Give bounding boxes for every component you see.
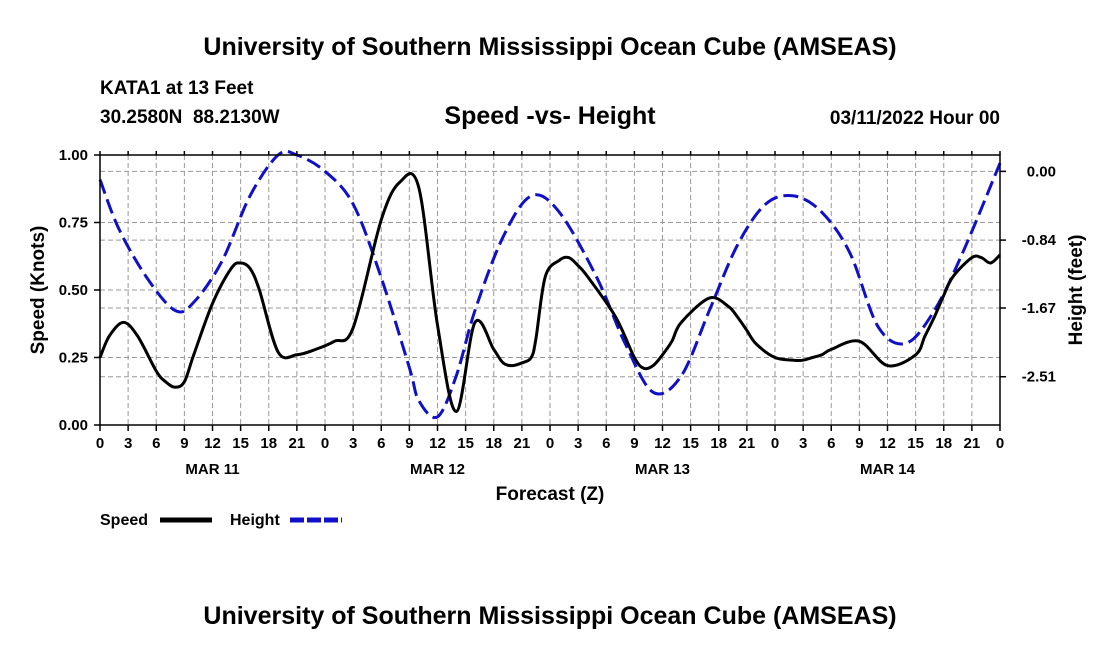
day-labels: MAR 11 MAR 12 MAR 13 MAR 14 <box>185 461 915 478</box>
y-tick-label-left: 0.50 <box>59 282 88 299</box>
x-tick-label: 21 <box>739 435 756 452</box>
x-tick-label: 21 <box>514 435 531 452</box>
x-tick-label: 18 <box>935 435 952 452</box>
x-tick-label: 9 <box>630 435 638 452</box>
y-axis-right-title: Height (feet) <box>1066 235 1087 346</box>
x-tick-label: 12 <box>429 435 446 452</box>
y-tick-label-right: 0.00 <box>1027 163 1056 180</box>
day-label: MAR 12 <box>410 461 465 478</box>
x-tick-label: 18 <box>485 435 502 452</box>
day-label: MAR 13 <box>635 461 690 478</box>
x-tick-label: 3 <box>799 435 807 452</box>
legend-speed-label: Speed <box>100 512 148 529</box>
footer-title: University of Southern Mississippi Ocean… <box>203 602 896 630</box>
x-tick-label: 6 <box>152 435 160 452</box>
y-tick-label-left: 0.75 <box>59 215 88 232</box>
x-tick-label: 0 <box>996 435 1004 452</box>
x-axis-labels: 0 3 6 9 12 15 18 21 0 3 6 9 12 15 18 21 0 3 6 9 12 15 18 21 0 3 6 9… <box>96 435 1004 452</box>
x-tick-label: 3 <box>574 435 582 452</box>
report-title: University of Southern Mississippi Ocean… <box>203 33 896 61</box>
x-tick-label: 0 <box>321 435 329 452</box>
x-tick-label: 0 <box>771 435 779 452</box>
x-tick-label: 0 <box>96 435 104 452</box>
grid-lines <box>100 155 1000 425</box>
y-tick-label-left: 0.25 <box>59 350 88 367</box>
x-tick-label: 12 <box>879 435 896 452</box>
speed-series-group <box>98 172 1002 414</box>
x-tick-label: 0 <box>546 435 554 452</box>
y-axis-left-labels: 0.00 0.25 0.50 0.75 1.00 <box>59 147 88 434</box>
y-tick-label-right: -0.84 <box>1022 232 1057 249</box>
y-tick-label-left: 1.00 <box>59 147 88 164</box>
height-series-group <box>98 149 1002 420</box>
x-tick-label: 3 <box>349 435 357 452</box>
y-tick-label-right: -1.67 <box>1022 300 1056 317</box>
x-tick-label: 15 <box>232 435 249 452</box>
x-tick-label: 6 <box>827 435 835 452</box>
coordinates-label: 30.2580N 88.2130W <box>100 107 280 128</box>
x-tick-label: 9 <box>180 435 188 452</box>
x-tick-label: 21 <box>964 435 981 452</box>
axis-ticks <box>94 151 1006 431</box>
day-label: MAR 11 <box>185 461 239 478</box>
y-tick-label-right: -2.51 <box>1022 369 1056 386</box>
x-tick-label: 21 <box>289 435 306 452</box>
height-series-line <box>98 149 1002 420</box>
x-tick-label: 15 <box>682 435 699 452</box>
y-axis-right-labels: 0.00 -0.84 -1.67 -2.51 <box>1022 163 1057 385</box>
x-tick-label: 15 <box>907 435 924 452</box>
x-axis-title: Forecast (Z) <box>496 484 605 505</box>
x-tick-label: 12 <box>204 435 221 452</box>
plot-title: Speed -vs- Height <box>444 102 656 130</box>
x-tick-label: 6 <box>377 435 385 452</box>
day-label: MAR 14 <box>860 461 916 478</box>
x-tick-label: 9 <box>855 435 863 452</box>
y-tick-label-left: 0.00 <box>59 417 88 434</box>
speed-series-line <box>98 172 1002 414</box>
x-tick-label: 15 <box>457 435 474 452</box>
x-tick-label: 3 <box>124 435 132 452</box>
x-tick-label: 12 <box>654 435 671 452</box>
y-axis-left-title: Speed (Knots) <box>28 226 49 355</box>
legend: Speed Height <box>100 512 342 529</box>
x-tick-label: 9 <box>405 435 413 452</box>
x-tick-label: 18 <box>710 435 727 452</box>
station-label: KATA1 at 13 Feet <box>100 78 254 99</box>
x-tick-label: 18 <box>260 435 277 452</box>
legend-height-label: Height <box>230 512 280 529</box>
x-tick-label: 6 <box>602 435 610 452</box>
forecast-date: 03/11/2022 Hour 00 <box>830 108 1000 129</box>
